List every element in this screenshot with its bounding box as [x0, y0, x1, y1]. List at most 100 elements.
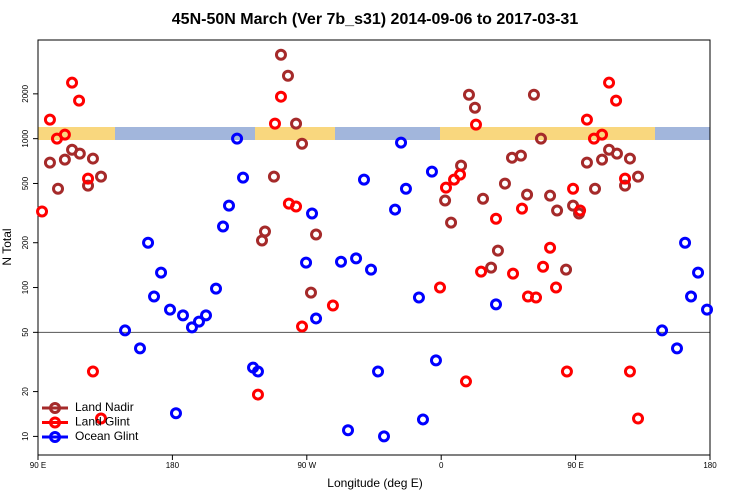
point	[95, 170, 108, 183]
point	[544, 189, 557, 202]
point	[36, 205, 49, 218]
point	[296, 320, 309, 333]
point	[58, 128, 71, 141]
x-tick-label: 180	[166, 461, 180, 470]
point	[86, 152, 99, 165]
point	[334, 255, 347, 268]
legend-label: Land Nadir	[75, 400, 134, 414]
point	[267, 170, 280, 183]
point	[560, 365, 573, 378]
point	[551, 204, 564, 217]
point	[200, 309, 212, 322]
point	[589, 182, 602, 195]
point	[619, 172, 632, 185]
point	[685, 290, 698, 303]
point	[304, 286, 317, 299]
y-tick-label: 500	[21, 176, 30, 190]
point	[445, 216, 458, 229]
point	[567, 182, 580, 195]
point	[692, 266, 705, 279]
point	[459, 375, 472, 388]
point	[296, 137, 309, 150]
x-tick-label: 180	[703, 461, 717, 470]
point	[507, 267, 520, 280]
point	[439, 194, 452, 207]
point	[52, 182, 65, 195]
point	[596, 153, 609, 166]
point	[603, 76, 616, 89]
legend-marker	[49, 416, 61, 429]
ocean-band	[335, 127, 440, 140]
plot-frame	[37, 39, 711, 456]
point	[656, 324, 669, 337]
point	[610, 94, 623, 107]
point	[357, 173, 370, 186]
point	[498, 177, 511, 190]
point	[434, 281, 447, 294]
land-band	[38, 127, 115, 140]
point	[169, 407, 182, 420]
point	[217, 220, 230, 233]
legend-marker	[49, 431, 61, 443]
y-axis-label: N Total	[0, 228, 14, 265]
point	[251, 388, 264, 401]
point	[515, 202, 528, 215]
y-tick-label: 10	[21, 431, 30, 440]
point	[310, 228, 323, 241]
point	[378, 430, 391, 443]
point	[596, 128, 609, 141]
surface-band	[38, 127, 710, 140]
point	[619, 179, 632, 192]
point	[274, 48, 287, 61]
point	[416, 413, 429, 426]
point	[477, 192, 490, 205]
point	[177, 309, 190, 322]
point	[290, 117, 303, 130]
point	[439, 181, 452, 194]
point	[274, 90, 287, 103]
point	[142, 236, 155, 249]
point	[527, 88, 540, 101]
y-tick-label: 20	[21, 387, 30, 396]
point	[231, 132, 244, 145]
x-tick-label: 90 E	[567, 461, 583, 470]
x-tick-label: 0	[439, 461, 444, 470]
point	[490, 212, 503, 225]
point	[623, 365, 636, 378]
point	[82, 172, 95, 185]
chart-title: 45N-50N March (Ver 7b_s31) 2014-09-06 to…	[172, 11, 579, 28]
legend-label: Ocean Glint	[75, 429, 139, 443]
point	[86, 365, 99, 378]
point	[300, 256, 313, 269]
point	[429, 354, 442, 367]
point	[148, 290, 161, 303]
point	[580, 156, 593, 169]
point	[475, 265, 488, 278]
point	[66, 76, 79, 89]
point	[395, 136, 408, 149]
point	[632, 170, 645, 183]
point	[133, 342, 146, 355]
point	[82, 179, 95, 192]
point	[632, 412, 645, 425]
x-tick-label: 90 W	[297, 461, 316, 470]
point	[43, 113, 56, 126]
legend-marker	[49, 402, 61, 414]
point	[185, 321, 198, 334]
point	[237, 171, 250, 184]
point	[574, 204, 587, 217]
point	[350, 252, 363, 265]
point	[454, 168, 467, 181]
point	[490, 298, 503, 311]
point	[389, 203, 402, 216]
y-tick-label: 200	[21, 235, 30, 249]
point	[290, 200, 303, 213]
point	[43, 156, 56, 169]
y-tick-label: 100	[21, 280, 30, 294]
point	[164, 303, 177, 316]
point	[222, 199, 235, 212]
point	[268, 117, 281, 130]
point	[462, 88, 475, 101]
